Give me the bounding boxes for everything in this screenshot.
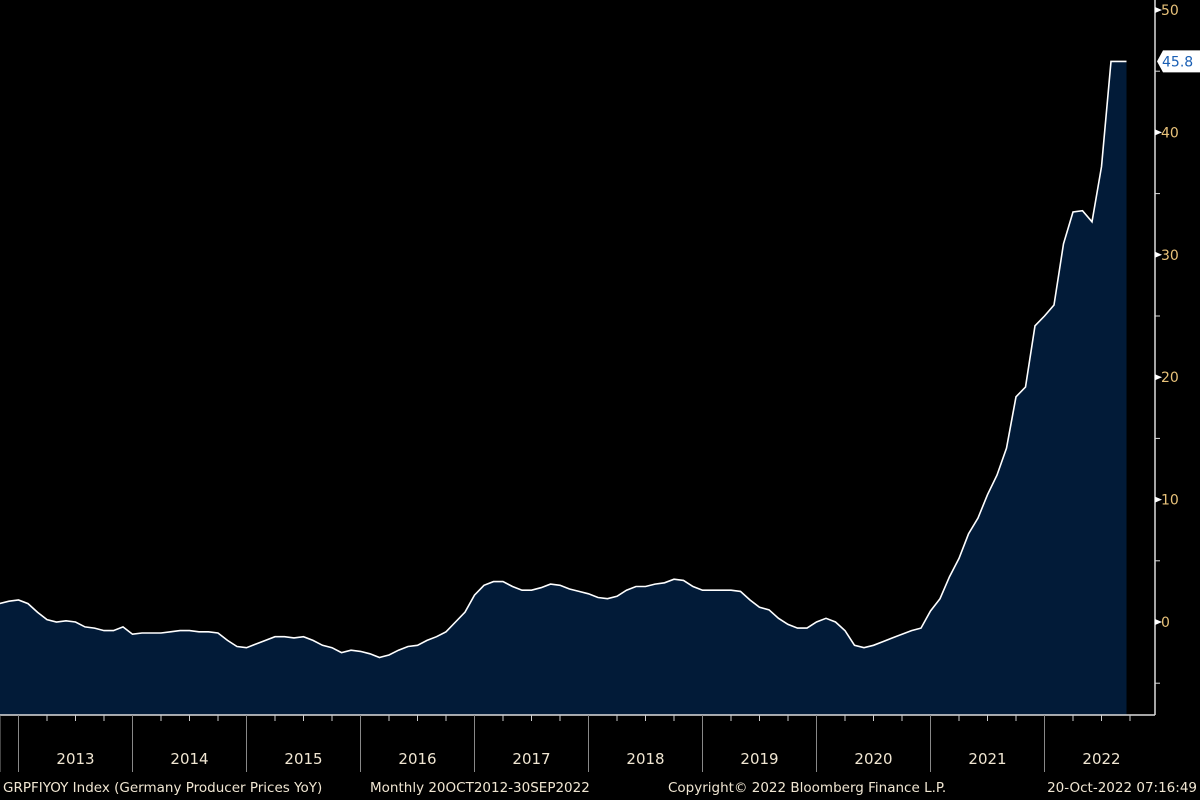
y-axis-ticks: 50 40 30 20 10 0 <box>1155 3 1179 684</box>
series-line <box>0 60 1127 659</box>
y-tick-mark <box>1155 374 1162 381</box>
series-area <box>0 61 1127 715</box>
y-tick-label: 10 <box>1161 493 1179 509</box>
y-tick-label: 20 <box>1161 370 1179 386</box>
footer-ticker: GRPFIYOY Index (Germany Producer Prices … <box>3 780 322 796</box>
x-tick-label: 2020 <box>854 750 892 768</box>
y-tick-mark <box>1155 7 1162 13</box>
x-tick-label: 2019 <box>740 750 778 768</box>
y-tick-mark <box>1155 496 1162 503</box>
x-tick-label: 2015 <box>284 750 322 768</box>
x-axis-ticks: 2013 2014 2015 2016 2017 2018 2019 2020 2021 2022 <box>0 715 1131 772</box>
y-tick-label: 50 <box>1161 3 1179 19</box>
y-tick-mark <box>1155 251 1162 258</box>
footer-copyright: Copyright© 2022 Bloomberg Finance L.P. <box>668 780 946 796</box>
x-tick-label: 2017 <box>512 750 550 768</box>
y-tick-label: 30 <box>1161 248 1179 264</box>
y-tick-label: 40 <box>1161 125 1179 141</box>
y-tick-mark <box>1155 129 1162 136</box>
footer-timestamp: 20-Oct-2022 07:16:49 <box>1047 780 1197 796</box>
last-value-marker: 45.8 <box>1157 50 1200 73</box>
x-tick-label: 2014 <box>170 750 208 768</box>
x-tick-label: 2016 <box>398 750 436 768</box>
x-tick-label: 2013 <box>56 750 94 768</box>
axes <box>0 0 1156 716</box>
x-tick-label: 2021 <box>968 750 1006 768</box>
x-tick-label: 2022 <box>1082 750 1120 768</box>
y-tick-mark <box>1155 619 1162 625</box>
y-tick-label: 0 <box>1161 615 1170 631</box>
x-tick-label: 2018 <box>626 750 664 768</box>
footer-period: Monthly 20OCT2012-30SEP2022 <box>370 780 590 796</box>
last-value-label: 45.8 <box>1162 54 1193 70</box>
